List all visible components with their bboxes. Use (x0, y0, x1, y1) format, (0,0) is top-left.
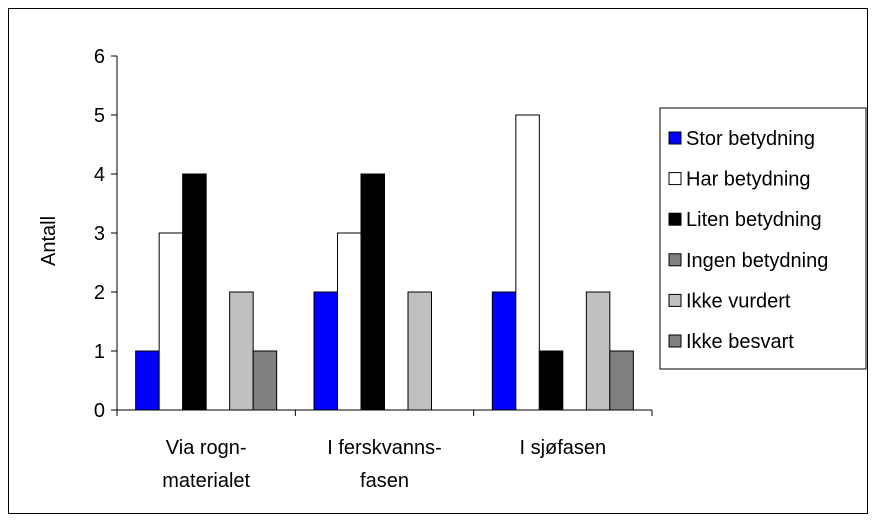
legend: Stor betydning Har betydning Liten betydni… (659, 107, 867, 370)
bars (135, 114, 634, 411)
y-tick-label: 5 (94, 105, 105, 127)
bar (252, 350, 278, 411)
bar (337, 232, 362, 411)
bar (538, 350, 564, 411)
y-tick-label: 2 (94, 282, 105, 304)
y-tick-label: 3 (94, 223, 105, 245)
legend-label: Stor betydning (686, 128, 815, 150)
x-tick-label: Via rogn- (166, 437, 247, 459)
legend-swatch (668, 172, 682, 186)
x-tick-labels: Via rogn-materialet I ferskvanns-fasen I s… (162, 437, 606, 492)
y-axis-label: Antall (38, 216, 60, 266)
legend-swatch (668, 293, 682, 307)
y-tick-label: 6 (94, 46, 105, 68)
bar (313, 291, 338, 411)
x-tick-label: I sjøfasen (519, 437, 606, 459)
x-tick-label: materialet (162, 470, 250, 492)
legend-label: Har betydning (686, 169, 811, 191)
bar (585, 291, 611, 411)
x-tick-label: I ferskvanns- (327, 437, 441, 459)
legend-label: Ingen betydning (686, 250, 828, 272)
bar (360, 173, 385, 411)
bar (407, 291, 432, 411)
bar (491, 291, 517, 411)
legend-swatch (668, 334, 682, 348)
bar (609, 350, 634, 411)
chart-frame: 0 1 2 3 4 5 6 Via rogn-materialet I ferskvanns-… (8, 8, 868, 514)
bar (135, 350, 160, 411)
bar (229, 291, 254, 411)
bar (158, 232, 184, 411)
legend-swatch (668, 253, 682, 267)
x-tick-label: fasen (360, 470, 409, 492)
legend-label: Liten betydning (686, 209, 822, 231)
legend-label: Ikke vurdert (686, 290, 791, 312)
bar (515, 114, 540, 411)
legend-swatch (668, 212, 682, 226)
legend-box (659, 107, 867, 370)
y-tick-label: 0 (94, 400, 105, 422)
y-tick-label: 4 (94, 164, 105, 186)
y-tick-label: 1 (94, 341, 105, 363)
bar-chart: 0 1 2 3 4 5 6 Via rogn-materialet I ferskvanns-… (38, 46, 867, 492)
legend-label: Ikke besvart (686, 331, 794, 353)
legend-swatch (668, 131, 682, 145)
bar (182, 173, 207, 411)
